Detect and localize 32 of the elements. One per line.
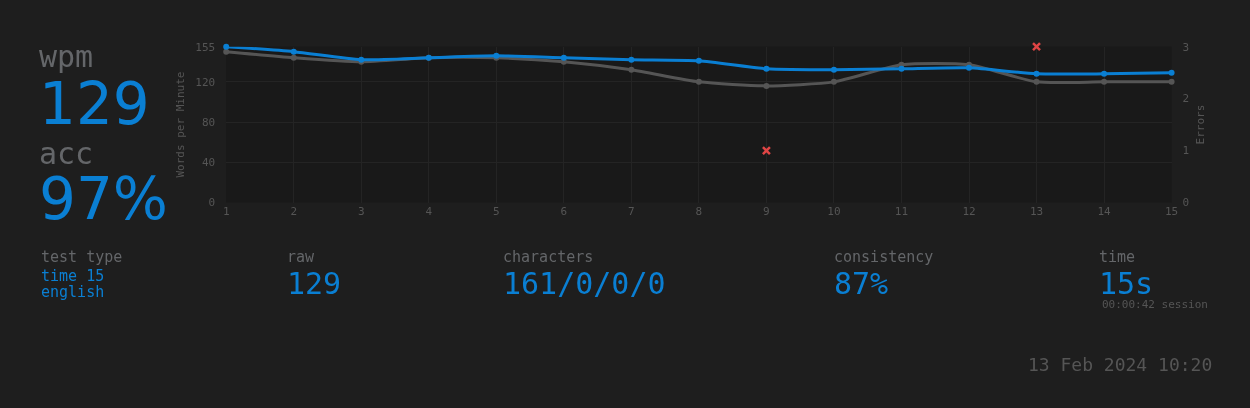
text: test type [41,248,123,266]
point [830,78,837,85]
point [290,54,297,61]
point [560,54,567,61]
point [1168,78,1175,85]
text: 15s [1099,266,1154,301]
point [1101,78,1108,85]
point [628,56,635,63]
text: 161/0/0/0 [503,266,666,301]
point [1033,70,1040,77]
text: time 15 [41,267,105,285]
point [290,48,297,55]
point [898,65,905,72]
text: 129 [287,266,342,301]
point [1101,70,1108,77]
text: raw [287,248,316,266]
point [763,65,770,72]
point [628,66,635,73]
text: time [1099,248,1136,266]
point [763,82,770,89]
point [830,66,837,73]
text: consistency [834,248,934,266]
text: wpm [39,39,94,74]
point [223,48,230,55]
text: 87% [834,266,889,301]
point [695,78,702,85]
text: characters [503,248,594,266]
point [1033,78,1040,85]
point [223,43,230,50]
point [1168,69,1175,76]
point [695,57,702,64]
text: english [41,283,105,301]
